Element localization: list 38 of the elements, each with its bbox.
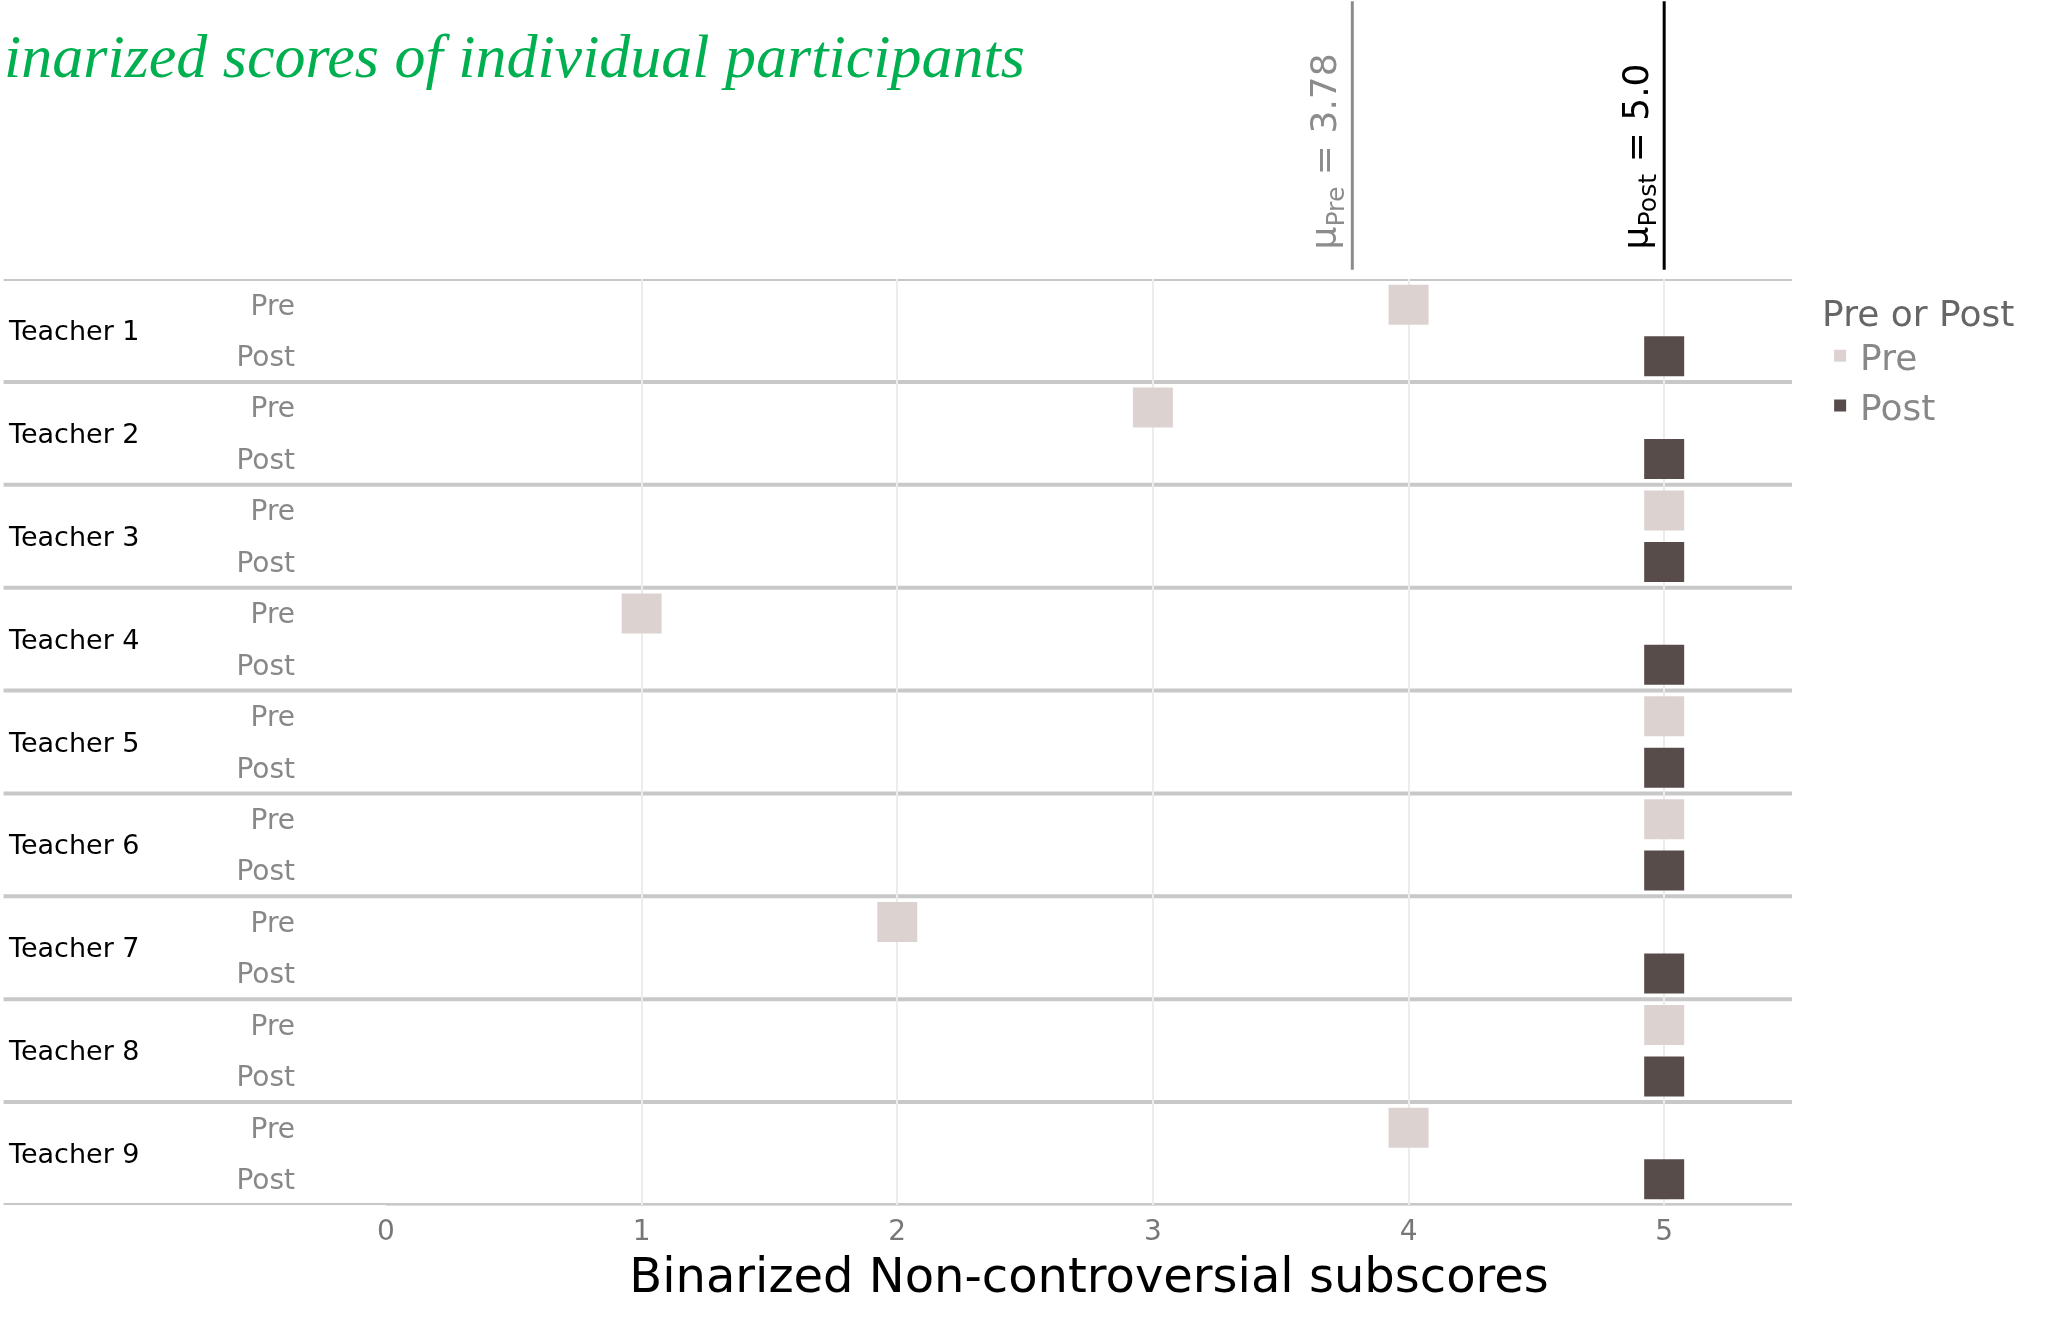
x-tick-label: 0 [377, 1213, 395, 1247]
y-tick-label: Teacher 5 [8, 727, 140, 758]
x-tick-label: 1 [632, 1213, 651, 1247]
y-tick-label: Teacher 4 [8, 624, 140, 655]
text: Post [236, 545, 295, 579]
text: Post [236, 854, 295, 888]
legend-label: Post [1860, 386, 1936, 428]
chart-title: inarized scores of individual participants [4, 21, 1025, 90]
legend-label: Pre [1860, 336, 1918, 378]
text: Pre [250, 597, 295, 631]
text: Pre [250, 391, 295, 425]
x-tick-label: 2 [888, 1213, 907, 1247]
text: Post [236, 1060, 295, 1094]
y-tick-label: Teacher 9 [8, 1138, 140, 1169]
x-tick-label: 4 [1399, 1213, 1418, 1247]
text: Post [236, 1163, 295, 1197]
text: Pre [250, 288, 295, 322]
x-tick-label: 5 [1655, 1213, 1674, 1247]
text: Pre [250, 1008, 295, 1042]
y-tick-label: Teacher 3 [8, 521, 140, 552]
text: Post [236, 442, 295, 476]
legend-title: Pre or Post [1822, 292, 2015, 334]
x-axis-title: Binarized Non-controversial subscores [629, 1246, 1549, 1303]
x-tick-label: 3 [1144, 1213, 1162, 1247]
text: Post [236, 339, 295, 373]
text: Post [236, 751, 295, 785]
text: Pre [250, 494, 295, 528]
y-tick-label: Teacher 8 [8, 1035, 140, 1066]
text: Post [236, 957, 295, 991]
y-tick-label: Teacher 6 [8, 829, 140, 860]
text: Post [236, 648, 295, 682]
text: Pre [250, 1111, 295, 1145]
text: Pre [250, 700, 295, 734]
y-tick-label: Teacher 1 [8, 315, 140, 346]
text: Pre [250, 802, 295, 836]
y-tick-label: Teacher 2 [8, 418, 140, 449]
y-tick-label: Teacher 7 [8, 932, 140, 963]
text: Pre [250, 905, 295, 939]
